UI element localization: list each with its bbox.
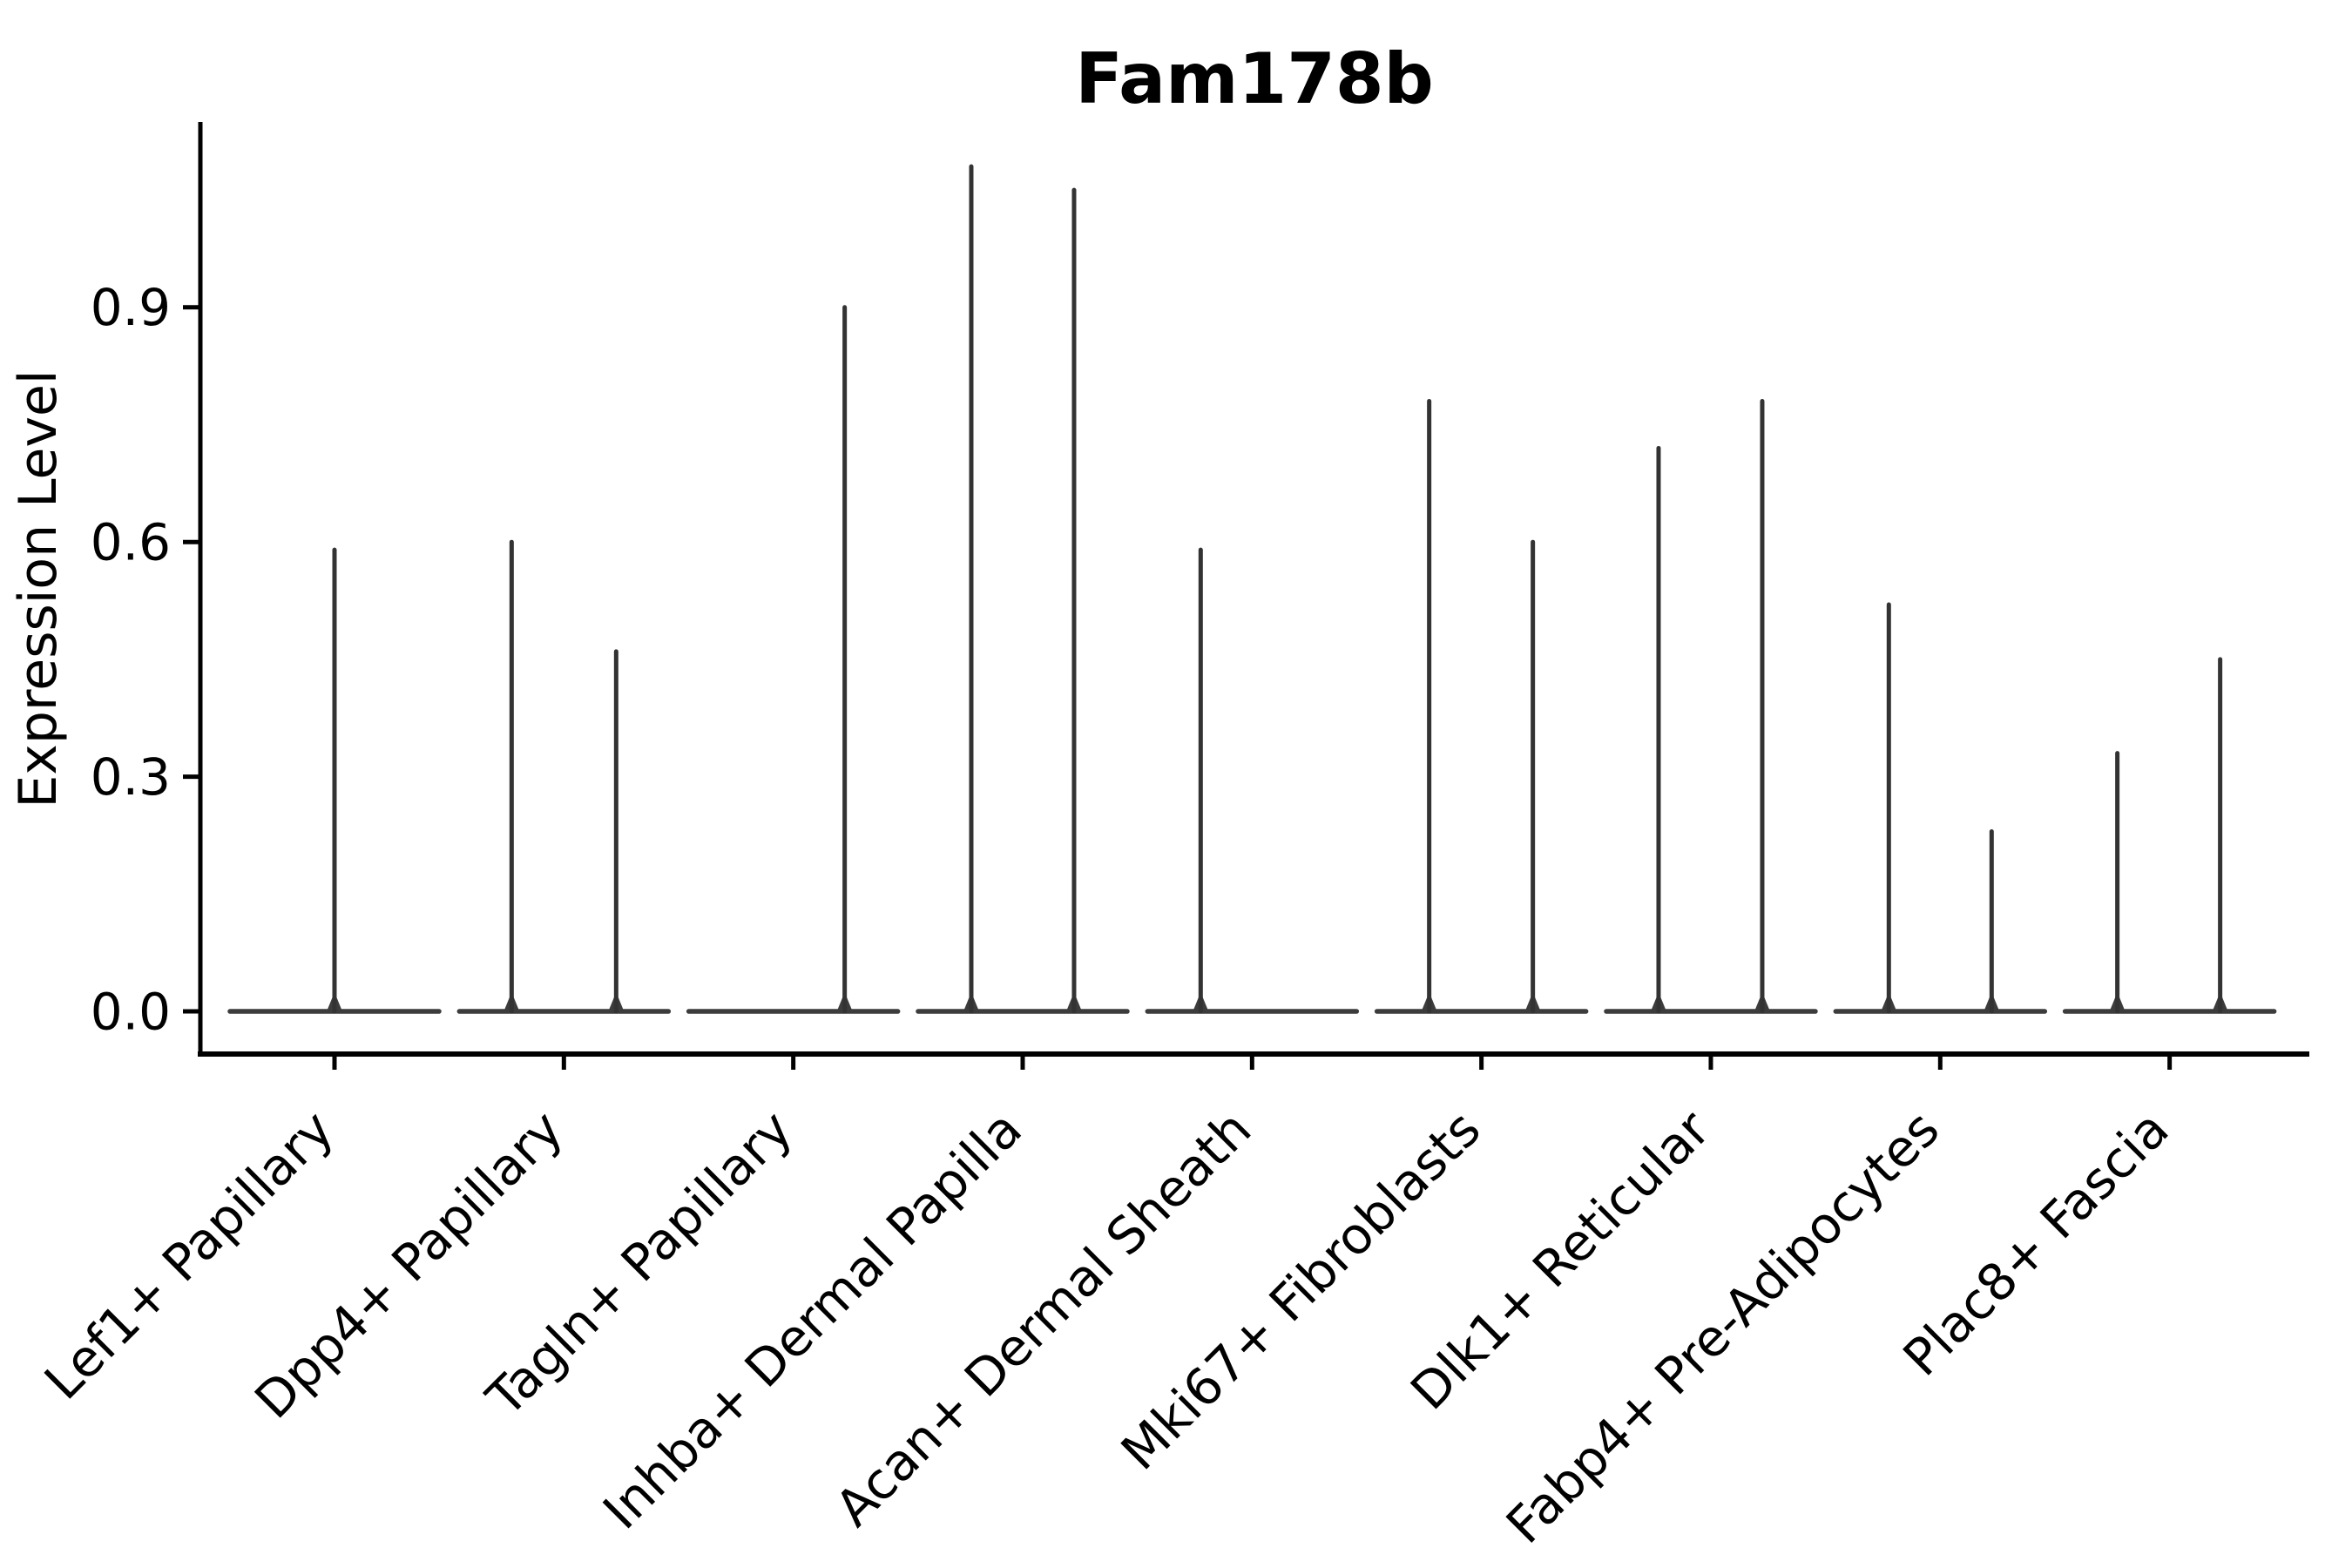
y-ticks-group: 0.0 0.3 0.6 0.9 (91, 278, 200, 1041)
x-tick-label: Acan+ Dermal Sheath (824, 1099, 1262, 1538)
y-tick-label: 0.0 (91, 982, 171, 1041)
x-tick-label: Fabp4+ Pre-Adipocytes (1495, 1099, 1950, 1555)
chart-title: Fam178b (1075, 38, 1434, 119)
y-tick-label: 0.3 (91, 747, 171, 807)
y-tick-label: 0.9 (91, 278, 171, 337)
violins-group (227, 164, 2277, 1014)
x-ticks-group (332, 1054, 2173, 1070)
x-tick-label: Inhba+ Dermal Papilla (591, 1099, 1033, 1541)
y-tick-label: 0.6 (91, 513, 171, 572)
y-axis-label: Expression Level (8, 369, 69, 808)
